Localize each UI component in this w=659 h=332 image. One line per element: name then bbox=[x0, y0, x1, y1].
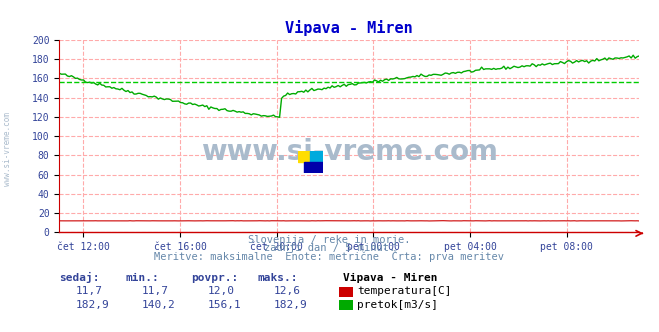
Text: maks.:: maks.: bbox=[257, 273, 297, 283]
Text: sedaj:: sedaj: bbox=[59, 272, 100, 283]
Text: 11,7: 11,7 bbox=[142, 287, 169, 296]
Bar bbox=[304, 162, 323, 173]
Text: 12,0: 12,0 bbox=[208, 287, 235, 296]
Text: povpr.:: povpr.: bbox=[191, 273, 239, 283]
Text: temperatura[C]: temperatura[C] bbox=[357, 287, 451, 296]
Text: 12,6: 12,6 bbox=[273, 287, 301, 296]
Text: Slovenija / reke in morje.: Slovenija / reke in morje. bbox=[248, 235, 411, 245]
Text: 156,1: 156,1 bbox=[208, 300, 241, 310]
Text: www.si-vreme.com: www.si-vreme.com bbox=[3, 113, 13, 186]
Text: 182,9: 182,9 bbox=[76, 300, 109, 310]
Bar bbox=[310, 151, 323, 162]
Text: Vipava - Miren: Vipava - Miren bbox=[343, 273, 437, 283]
Title: Vipava - Miren: Vipava - Miren bbox=[285, 20, 413, 36]
Text: zadnji dan / 5 minut.: zadnji dan / 5 minut. bbox=[264, 243, 395, 253]
Text: 140,2: 140,2 bbox=[142, 300, 175, 310]
Text: pretok[m3/s]: pretok[m3/s] bbox=[357, 300, 438, 310]
Text: min.:: min.: bbox=[125, 273, 159, 283]
Text: 11,7: 11,7 bbox=[76, 287, 103, 296]
Bar bbox=[298, 151, 310, 162]
Text: 182,9: 182,9 bbox=[273, 300, 307, 310]
Text: www.si-vreme.com: www.si-vreme.com bbox=[201, 137, 498, 166]
Text: Meritve: maksimalne  Enote: metrične  Črta: prva meritev: Meritve: maksimalne Enote: metrične Črta… bbox=[154, 250, 505, 262]
